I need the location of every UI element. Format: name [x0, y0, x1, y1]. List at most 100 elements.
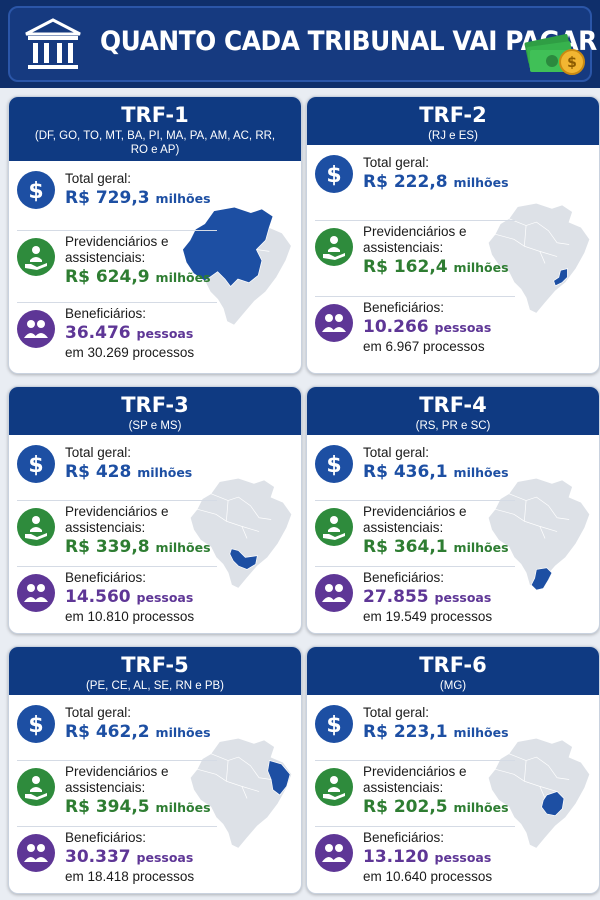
- care-hand-icon: [17, 507, 55, 546]
- prev-label-2: assistenciais:: [65, 519, 146, 535]
- divider: [17, 499, 217, 501]
- svg-text:$: $: [567, 55, 577, 71]
- prev-label-2: assistenciais:: [65, 250, 146, 266]
- tribunal-states: (DF, GO, TO, MT, BA, PI, MA, PA, AM, AC,…: [34, 130, 276, 156]
- total-label: Total geral:: [363, 445, 430, 460]
- tribunal-states: (PE, CE, AL, SE, RN e PB): [85, 680, 225, 692]
- tribunal-card: TRF-3 (SP e MS) $ Total geral: R$ 428 mi…: [8, 386, 302, 634]
- benef-value: 30.337 pessoas: [65, 847, 194, 868]
- tribunal-name: TRF-4: [419, 393, 487, 417]
- benef-value: 27.855 pessoas: [363, 587, 492, 608]
- people-icon: [17, 834, 55, 873]
- highlighted-region: [229, 548, 258, 570]
- tribunal-states: (MG): [439, 680, 467, 692]
- care-hand-icon: [315, 227, 353, 266]
- prev-value: R$ 162,4 milhões: [363, 256, 509, 277]
- card-header: TRF-1 (DF, GO, TO, MT, BA, PI, MA, PA, A…: [9, 97, 301, 161]
- prev-value: R$ 364,1 milhões: [363, 536, 509, 557]
- tribunal-states: (SP e MS): [128, 420, 182, 432]
- total-label: Total geral:: [65, 171, 132, 186]
- divider: [17, 759, 217, 761]
- prev-label-1: Previdenciários e: [363, 223, 467, 239]
- prev-value: R$ 339,8 milhões: [65, 536, 211, 557]
- highlighted-region: [541, 791, 565, 817]
- total-value: R$ 436,1 milhões: [363, 462, 509, 482]
- highlighted-region: [267, 760, 291, 796]
- benef-value: 13.120 pessoas: [363, 847, 492, 868]
- people-icon: [315, 574, 353, 613]
- brazil-map-icon: [182, 206, 292, 326]
- tribunal-card: TRF-6 (MG) $ Total geral: R$ 223,1 milhõ…: [306, 646, 600, 894]
- divider: [315, 826, 515, 828]
- tribunal-card: TRF-4 (RS, PR e SC) $ Total geral: R$ 43…: [306, 386, 600, 634]
- total-value: R$ 223,1 milhões: [363, 722, 509, 742]
- dollar-icon: $: [17, 445, 55, 483]
- brazil-map-icon: [189, 737, 293, 849]
- prev-label-1: Previdenciários e: [65, 234, 169, 250]
- care-hand-icon: [17, 767, 55, 806]
- total-value: R$ 428 milhões: [65, 462, 193, 482]
- prev-label-2: assistenciais:: [363, 779, 444, 795]
- header: QUANTO CADA TRIBUNAL VAI PAGAR $: [0, 0, 600, 88]
- divider: [315, 219, 515, 221]
- svg-text:$: $: [326, 713, 341, 738]
- brazil-map-icon: [487, 202, 591, 314]
- dollar-icon: $: [17, 705, 55, 743]
- brazil-map-icon: [189, 477, 293, 589]
- benef-value: 10.266 pessoas: [363, 317, 492, 338]
- benef-value: 14.560 pessoas: [65, 587, 194, 608]
- money-icon: $: [524, 34, 585, 75]
- processes-text: em 30.269 processos: [65, 344, 195, 360]
- svg-text:$: $: [326, 453, 341, 478]
- divider: [17, 566, 217, 568]
- care-hand-icon: [315, 507, 353, 546]
- prev-label-2: assistenciais:: [363, 239, 444, 255]
- prev-label-2: assistenciais:: [65, 779, 146, 795]
- bank-icon: [25, 18, 81, 69]
- divider: [315, 499, 515, 501]
- divider: [315, 566, 515, 568]
- tribunal-states: (RS, PR e SC): [415, 420, 491, 432]
- highlighted-region: [182, 206, 274, 288]
- prev-label-1: Previdenciários e: [65, 503, 169, 519]
- benef-value: 36.476 pessoas: [65, 322, 194, 343]
- total-label: Total geral:: [65, 445, 132, 460]
- brazil-map-icon: [487, 477, 591, 591]
- prev-label-2: assistenciais:: [363, 519, 444, 535]
- page-title: QUANTO CADA TRIBUNAL VAI PAGAR: [100, 26, 597, 57]
- card-header: TRF-3 (SP e MS): [9, 387, 301, 435]
- processes-text: em 6.967 processos: [363, 339, 485, 355]
- tribunal-name: TRF-5: [121, 653, 189, 677]
- people-icon: [315, 304, 353, 343]
- processes-text: em 10.810 processos: [65, 609, 195, 625]
- tribunal-card: TRF-2 (RJ e ES) $ Total geral: R$ 222,8 …: [306, 96, 600, 374]
- divider: [315, 296, 515, 298]
- divider: [315, 759, 515, 761]
- tribunal-card: TRF-5 (PE, CE, AL, SE, RN e PB) $ Total …: [8, 646, 302, 894]
- divider: [17, 230, 217, 232]
- divider: [17, 301, 217, 303]
- brazil-map-icon: [487, 737, 591, 849]
- total-label: Total geral:: [65, 705, 132, 720]
- processes-text: em 10.640 processos: [363, 869, 493, 885]
- tribunal-states: (RJ e ES): [428, 130, 478, 142]
- divider: [17, 826, 217, 828]
- total-value: R$ 462,2 milhões: [65, 722, 211, 742]
- benef-label: Beneficiários:: [65, 570, 147, 586]
- tribunal-name: TRF-2: [419, 103, 487, 127]
- dollar-icon: $: [315, 155, 353, 193]
- dollar-icon: $: [315, 445, 353, 483]
- benef-label: Beneficiários:: [65, 830, 147, 846]
- tribunal-card: TRF-1 (DF, GO, TO, MT, BA, PI, MA, PA, A…: [8, 96, 302, 374]
- processes-text: em 18.418 processos: [65, 869, 195, 885]
- header-banner: QUANTO CADA TRIBUNAL VAI PAGAR $: [8, 6, 597, 82]
- tribunal-name: TRF-3: [121, 393, 189, 417]
- people-icon: [17, 574, 55, 613]
- total-value: R$ 729,3 milhões: [65, 188, 211, 208]
- highlighted-region: [530, 567, 553, 591]
- card-header: TRF-2 (RJ e ES): [307, 97, 599, 145]
- care-hand-icon: [315, 767, 353, 806]
- people-icon: [315, 834, 353, 873]
- dollar-icon: $: [17, 171, 55, 209]
- highlighted-region: [553, 268, 568, 287]
